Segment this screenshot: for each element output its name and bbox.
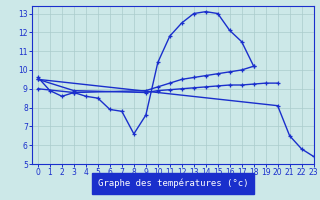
X-axis label: Graphe des températures (°c): Graphe des températures (°c) xyxy=(98,179,248,188)
